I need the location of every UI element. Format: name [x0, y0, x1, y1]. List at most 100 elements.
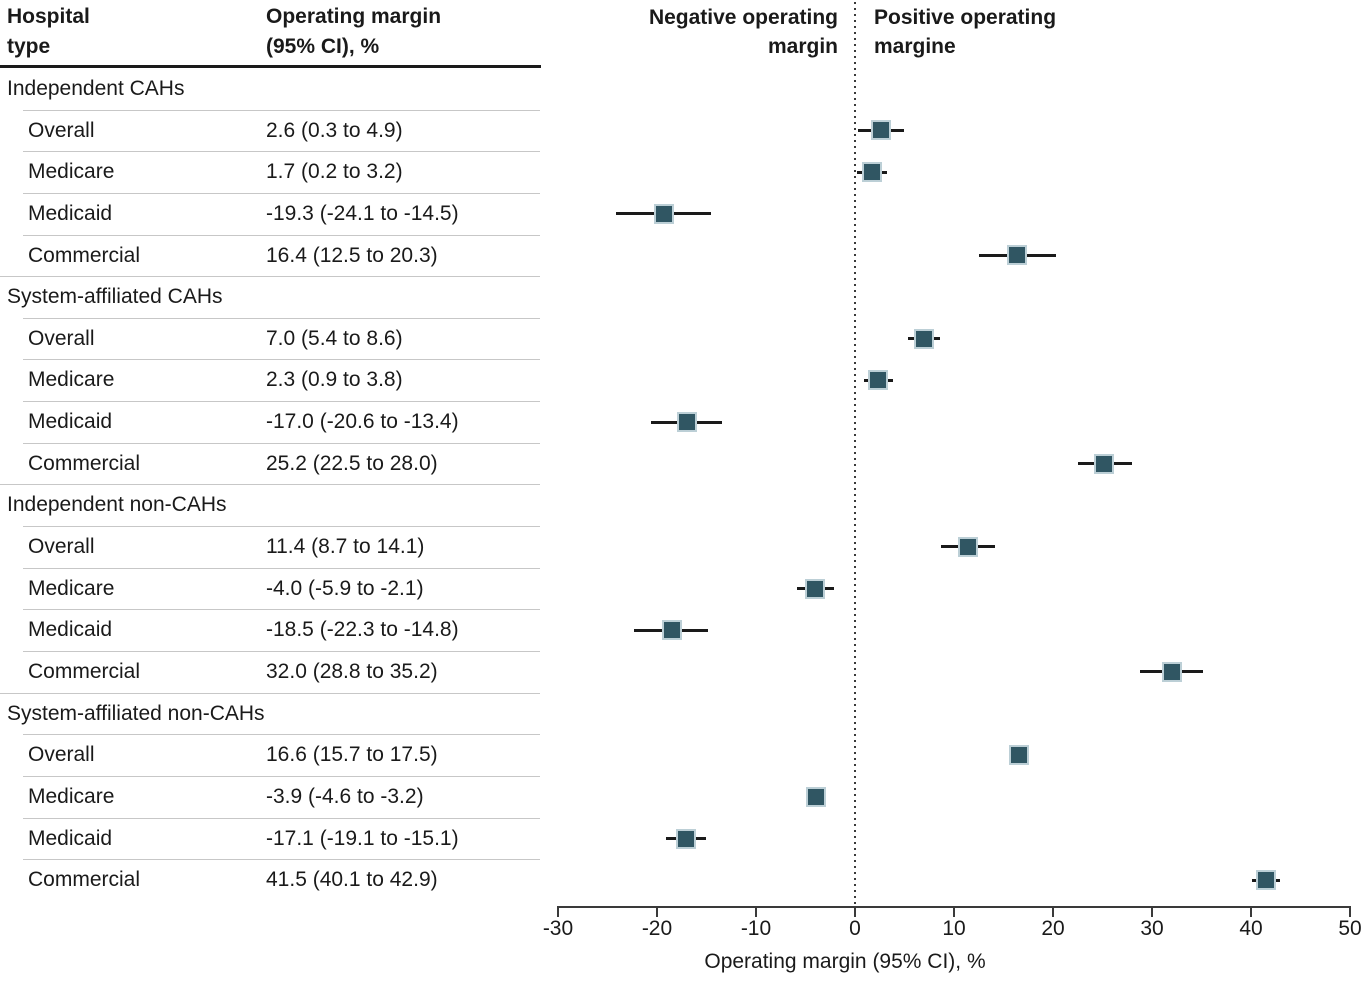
row-label: Commercial [28, 451, 141, 475]
row-label: Commercial [28, 659, 141, 683]
zero-reference-line [854, 2, 856, 907]
positive-region-label: Positive operating margine [874, 6, 1057, 58]
forest-marker [867, 370, 888, 391]
table-row: Medicare 2.3 (0.9 to 3.8) [0, 359, 541, 401]
x-axis-tick [1151, 906, 1153, 917]
row-value: 7.0 (5.4 to 8.6) [266, 326, 403, 350]
row-separator [0, 276, 540, 278]
row-label: Overall [28, 118, 95, 142]
x-axis-tick-label: -10 [740, 917, 772, 940]
forest-marker [870, 120, 891, 141]
row-label: Commercial [28, 243, 141, 267]
row-value: 2.3 (0.9 to 3.8) [266, 368, 403, 392]
forest-marker [1161, 661, 1182, 682]
table-row: Medicare 1.7 (0.2 to 3.2) [0, 151, 541, 193]
group-row-system-affiliated-non-cahs: System-affiliated non-CAHs [0, 692, 541, 735]
column-header-operating-margin: Operating margin (95% CI), % [266, 5, 442, 58]
row-value: 11.4 (8.7 to 14.1) [266, 535, 425, 559]
x-axis-tick [755, 906, 757, 917]
row-separator [23, 775, 540, 777]
forest-marker [805, 578, 826, 599]
column-header-hospital-type: Hospital type [7, 5, 90, 58]
row-value: -3.9 (-4.6 to -3.2) [266, 784, 424, 808]
x-axis-tick [854, 906, 856, 917]
row-value: 32.0 (28.8 to 35.2) [266, 659, 438, 683]
row-value: 1.7 (0.2 to 3.2) [266, 160, 403, 184]
row-separator [23, 359, 540, 361]
x-axis-tick [1052, 906, 1054, 917]
x-axis-tick-label: -20 [641, 917, 673, 940]
forest-marker [661, 620, 682, 641]
forest-marker [653, 203, 674, 224]
table-header: Hospital type Operating margin (95% CI),… [0, 0, 541, 68]
row-value: -19.3 (-24.1 to -14.5) [266, 201, 459, 225]
row-label: Medicare [28, 160, 115, 184]
hospital-margin-table: Hospital type Operating margin (95% CI),… [0, 0, 541, 902]
table-row: Commercial 16.4 (12.5 to 20.3) [0, 234, 541, 277]
row-separator [23, 817, 540, 819]
table-row: Commercial 25.2 (22.5 to 28.0) [0, 442, 541, 485]
group-label: System-affiliated non-CAHs [7, 701, 265, 725]
x-axis-tick-label: 0 [849, 917, 861, 940]
group-row-independent-non-cahs: Independent non-CAHs [0, 484, 541, 526]
forest-marker [676, 412, 697, 433]
row-value: 25.2 (22.5 to 28.0) [266, 451, 438, 475]
row-value: -4.0 (-5.9 to -2.1) [266, 576, 424, 600]
group-label: Independent CAHs [7, 77, 185, 100]
row-value: -17.0 (-20.6 to -13.4) [266, 410, 459, 434]
row-value: 16.4 (12.5 to 20.3) [266, 243, 438, 267]
row-separator [23, 526, 540, 528]
x-axis-tick-label: 30 [1140, 917, 1164, 940]
table-row: Medicaid -17.1 (-19.1 to -15.1) [0, 817, 541, 860]
x-axis-tick [656, 906, 658, 917]
row-label: Commercial [28, 868, 141, 892]
row-separator [0, 692, 540, 694]
x-axis-tick [1250, 906, 1252, 917]
x-axis-tick [1349, 906, 1351, 917]
row-value: 41.5 (40.1 to 42.9) [266, 868, 438, 892]
row-value: 16.6 (15.7 to 17.5) [266, 743, 438, 767]
forest-marker [1255, 870, 1276, 891]
row-separator [23, 859, 540, 861]
group-label: System-affiliated CAHs [7, 285, 223, 309]
forest-marker [914, 328, 935, 349]
group-label: Independent non-CAHs [7, 493, 227, 517]
table-row: Medicare -4.0 (-5.9 to -2.1) [0, 567, 541, 610]
row-value: -17.1 (-19.1 to -15.1) [266, 826, 459, 850]
table-rows: Independent CAHs Overall 2.6 (0.3 to 4.9)… [0, 68, 541, 901]
table-row: Medicaid -18.5 (-22.3 to -14.8) [0, 609, 541, 651]
row-label: Medicaid [28, 826, 113, 850]
row-separator [23, 650, 540, 652]
table-row: Commercial 32.0 (28.8 to 35.2) [0, 650, 541, 693]
row-separator [23, 151, 540, 153]
forest-marker [861, 162, 882, 183]
table-row: Overall 11.4 (8.7 to 14.1) [0, 526, 541, 568]
group-row-independent-cahs: Independent CAHs [0, 68, 541, 110]
table-row: Medicare -3.9 (-4.6 to -3.2) [0, 775, 541, 818]
x-axis-tick-label: -30 [542, 917, 574, 940]
forest-marker [806, 786, 827, 807]
row-separator [23, 734, 540, 736]
table-row: Medicaid -17.0 (-20.6 to -13.4) [0, 401, 541, 443]
row-label: Medicare [28, 368, 115, 392]
row-value: 2.6 (0.3 to 4.9) [266, 118, 403, 142]
row-separator [23, 609, 540, 611]
row-label: Medicare [28, 784, 115, 808]
x-axis-tick [953, 906, 955, 917]
row-label: Medicare [28, 576, 115, 600]
row-label: Overall [28, 535, 95, 559]
row-separator [23, 192, 540, 194]
table-row: Overall 16.6 (15.7 to 17.5) [0, 734, 541, 776]
row-separator [23, 109, 540, 111]
row-label: Overall [28, 743, 95, 767]
x-axis-title: Operating margin (95% CI), % [704, 950, 986, 973]
row-separator [0, 484, 540, 486]
row-separator [23, 442, 540, 444]
forest-marker [1007, 245, 1028, 266]
x-axis-tick-label: 20 [1041, 917, 1065, 940]
table-row: Overall 7.0 (5.4 to 8.6) [0, 317, 541, 360]
row-label: Medicaid [28, 618, 113, 642]
row-separator [23, 317, 540, 319]
